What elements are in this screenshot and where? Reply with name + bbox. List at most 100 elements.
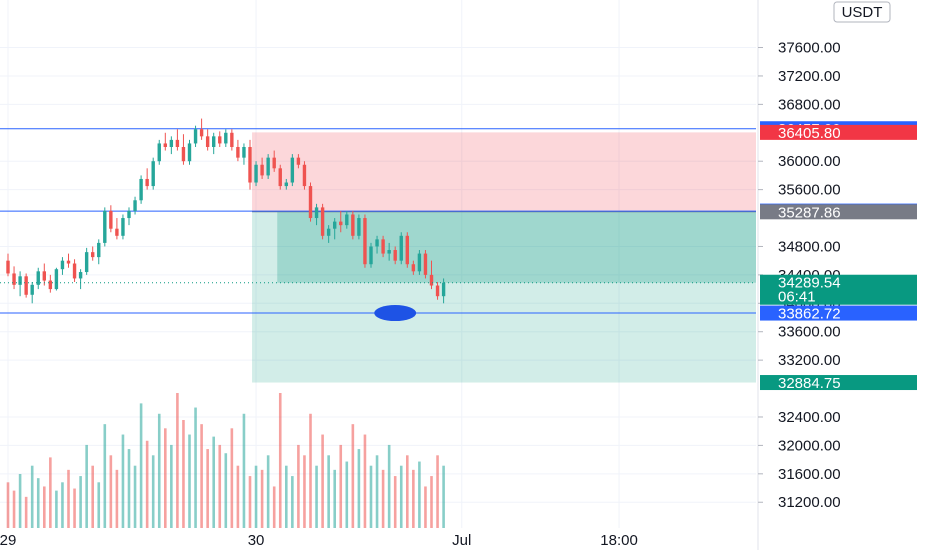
price-tag xyxy=(760,375,917,391)
volume-bar xyxy=(242,413,246,528)
volume-bar xyxy=(67,469,70,528)
currency-badge xyxy=(833,1,891,23)
volume-bar xyxy=(139,403,143,528)
candle-body xyxy=(103,210,107,243)
volume-bar xyxy=(55,490,58,528)
price-tick-label: 32400.00 xyxy=(778,409,841,426)
candle-body xyxy=(345,214,349,226)
candle-body xyxy=(266,157,270,176)
position-loss-zone xyxy=(252,132,757,212)
candle-body xyxy=(42,271,46,281)
volume-bar xyxy=(327,455,330,528)
price-tag xyxy=(760,305,917,321)
position-tool[interactable] xyxy=(252,132,757,383)
time-tick-label: 18:00 xyxy=(600,532,638,549)
volume-bar xyxy=(115,469,119,528)
price-tick-label: 34800.00 xyxy=(778,238,841,255)
volume-bar xyxy=(436,455,439,528)
candle-body xyxy=(302,164,307,187)
volume-bar xyxy=(278,393,282,528)
volume-bar xyxy=(272,486,276,528)
volume-bar xyxy=(424,486,427,528)
volume-bar xyxy=(399,465,403,528)
candle-body xyxy=(133,200,137,211)
candle-body xyxy=(48,280,53,290)
time-tick-label: 29 xyxy=(0,532,16,549)
candle-body xyxy=(145,178,149,187)
candle-body xyxy=(351,214,355,236)
candle-body xyxy=(435,285,440,297)
candle-body xyxy=(60,260,65,270)
candle-body xyxy=(139,178,143,201)
volume-bar xyxy=(333,469,336,528)
volume-bar xyxy=(145,440,149,528)
volume-bar xyxy=(418,461,421,528)
volume-bar xyxy=(49,457,52,528)
candlesticks xyxy=(6,118,446,304)
volume-bar xyxy=(151,455,155,528)
candle-body xyxy=(84,252,89,273)
volume-bar xyxy=(73,488,76,528)
candle-body xyxy=(91,252,95,258)
volume-bar xyxy=(321,434,324,528)
candle-body xyxy=(78,272,83,279)
volume-bar xyxy=(79,476,82,528)
volume-bar xyxy=(218,444,222,528)
price-tick-label: 31600.00 xyxy=(778,466,841,483)
volume-bar xyxy=(363,434,367,528)
candle-body xyxy=(290,157,295,183)
candle-body xyxy=(54,269,59,290)
volume-bar xyxy=(357,449,361,528)
candle-body xyxy=(121,218,125,236)
candle-body xyxy=(169,139,174,147)
candle-body xyxy=(417,253,422,272)
candle-body xyxy=(363,218,367,265)
volume-bar xyxy=(224,453,228,528)
volume-bar xyxy=(36,478,40,528)
marker-ellipse xyxy=(374,305,417,322)
candle-body xyxy=(405,235,409,265)
candle-body xyxy=(224,132,228,144)
volume-bar xyxy=(309,413,312,528)
volume-bar xyxy=(339,444,343,528)
candle-body xyxy=(429,274,434,286)
time-axis[interactable]: 29 30 Jul 18:00 xyxy=(0,532,638,549)
candle-body xyxy=(115,228,119,236)
candle-body xyxy=(12,273,16,285)
volume-bar xyxy=(18,474,22,528)
volume-bar xyxy=(260,469,264,528)
candle-body xyxy=(175,139,180,147)
candle-body xyxy=(411,264,416,272)
volume-bar xyxy=(157,413,161,528)
candle-body xyxy=(284,182,288,187)
volume-bar xyxy=(387,444,391,528)
volume-bar xyxy=(206,449,209,528)
volume-bar xyxy=(297,444,300,528)
candle-body xyxy=(314,207,319,219)
candle-body xyxy=(187,143,192,162)
countdown-label: 06:41 xyxy=(778,289,816,306)
volume-bar xyxy=(236,465,240,528)
candle-body xyxy=(423,253,428,275)
time-tick-label: 30 xyxy=(248,532,265,549)
price-tag-label: 35287.86 xyxy=(778,204,841,221)
price-tick-label: 35600.00 xyxy=(778,182,841,199)
volume-bar xyxy=(369,465,373,528)
volume-bar xyxy=(303,455,306,528)
candle-body xyxy=(254,164,258,183)
candle-body xyxy=(296,157,301,165)
candle-body xyxy=(199,129,204,137)
price-tag xyxy=(760,124,917,140)
volume-bar xyxy=(430,476,433,528)
candle-body xyxy=(109,210,113,229)
candle-body xyxy=(375,239,379,247)
candle-body xyxy=(157,143,161,162)
candle-body xyxy=(278,168,282,187)
candle-body xyxy=(248,146,252,183)
candle-body xyxy=(212,136,216,147)
candle-body xyxy=(320,207,325,236)
volume-bar xyxy=(248,476,252,528)
candle-body xyxy=(127,210,131,219)
candle-body xyxy=(381,239,385,254)
